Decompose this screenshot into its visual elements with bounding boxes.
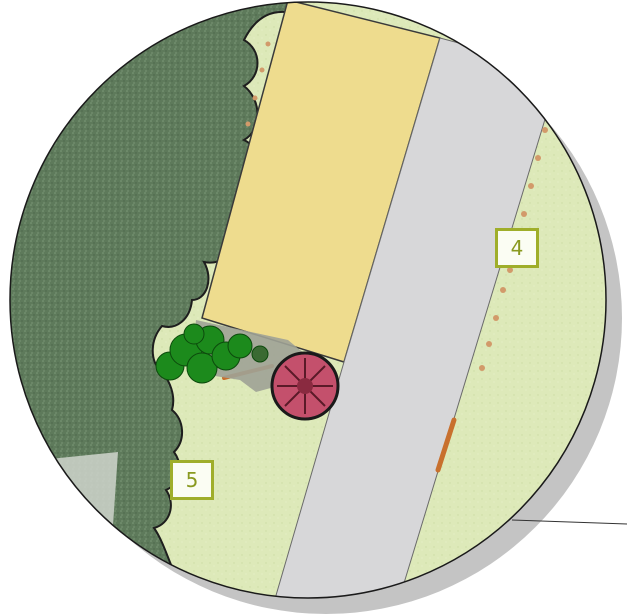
paved-corner: [40, 452, 118, 560]
red-ornamental-shrub: [270, 351, 340, 421]
green-shrub-cluster: [155, 323, 269, 384]
zone-label-4: 4: [495, 228, 539, 268]
edging-strip: [435, 417, 457, 473]
dotted-planting-line-left: [245, 41, 271, 127]
dotted-planting-line-right: [479, 127, 548, 371]
leader-line: [511, 519, 627, 525]
detail-circle-outline: [9, 1, 607, 599]
zone-label-5: 5: [170, 460, 214, 500]
